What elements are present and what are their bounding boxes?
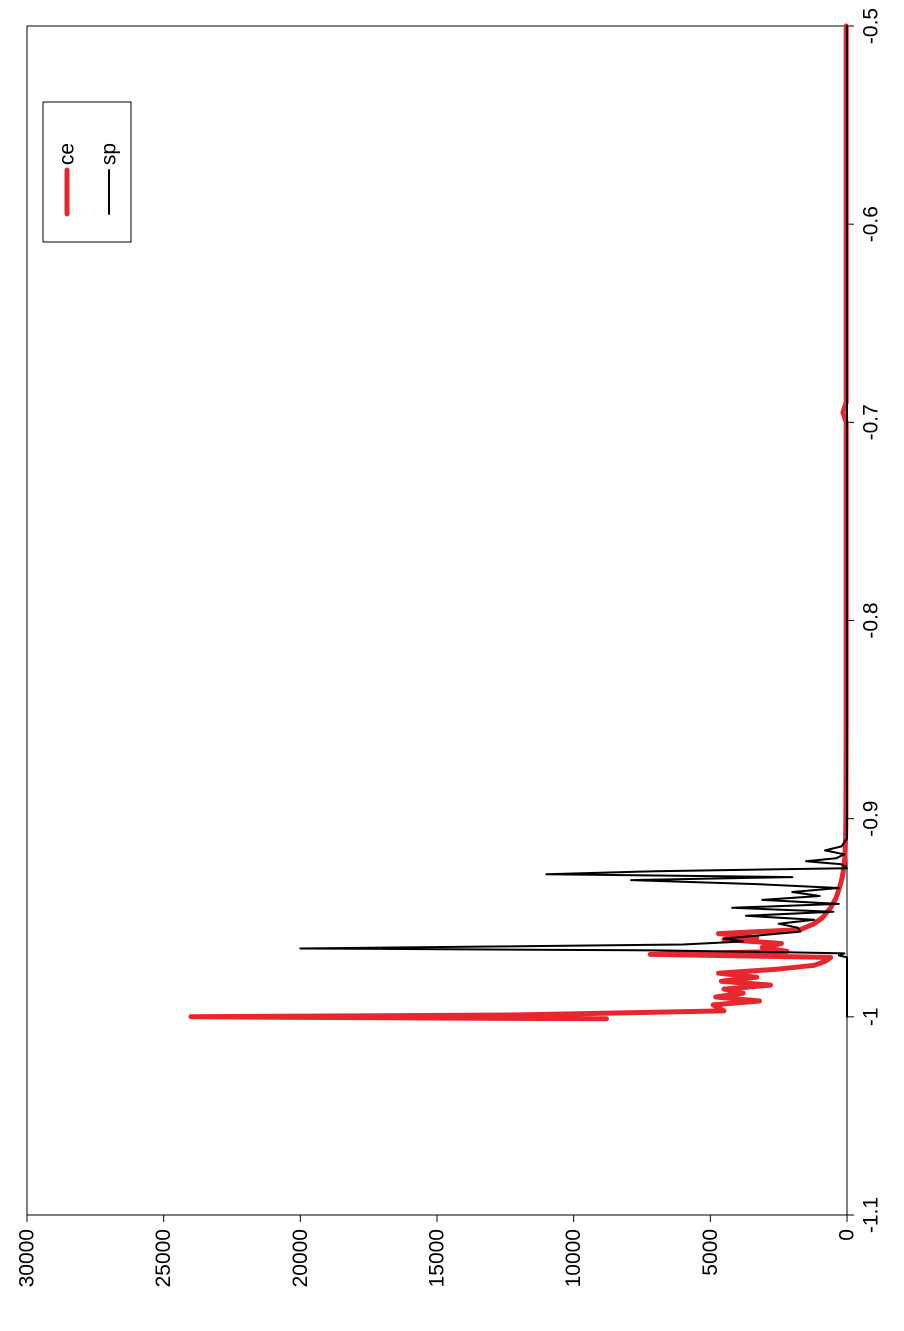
x-tick-label: -1 xyxy=(860,1007,883,1026)
series-layer xyxy=(188,23,849,1022)
y-tick-label: 5000 xyxy=(699,1229,722,1276)
legend-box xyxy=(42,101,132,243)
series-line-sp xyxy=(299,25,848,1018)
x-tick-label: -0.7 xyxy=(860,404,883,440)
x-tick-label: -0.5 xyxy=(860,8,883,44)
legend-label-sp: sp xyxy=(98,143,121,165)
y-tick-label: 25000 xyxy=(152,1229,175,1287)
x-tick-label: -0.8 xyxy=(860,602,883,638)
y-tick-label: 0 xyxy=(836,1229,859,1241)
legend: ce sp xyxy=(42,101,132,243)
x-tick-label: -1.1 xyxy=(860,1197,883,1233)
legend-label-ce: ce xyxy=(56,143,79,165)
y-tick-label: 20000 xyxy=(289,1229,312,1287)
axes: -1.1 -1 -0.9 -0.8 -0.7 -0.6 -0.5 0 5000 10000 1500… xyxy=(16,8,883,1288)
x-tick-label: -0.6 xyxy=(860,206,883,242)
x-tick-label: -0.9 xyxy=(860,801,883,837)
y-tick-label: 30000 xyxy=(16,1229,39,1287)
y-tick-label: 15000 xyxy=(426,1229,449,1287)
y-tick-label: 10000 xyxy=(562,1229,585,1287)
plot-area-frame xyxy=(26,25,848,1216)
